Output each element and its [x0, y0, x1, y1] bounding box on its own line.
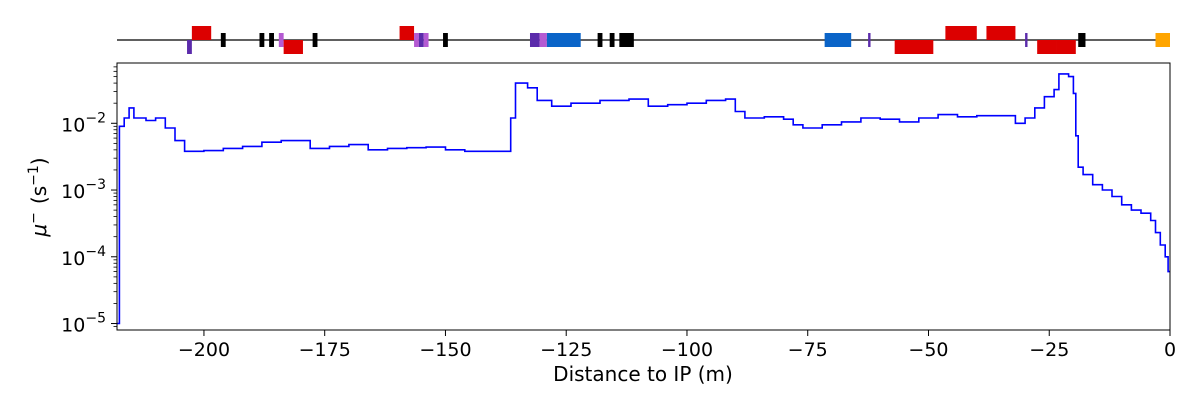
- x-tick-label: −175: [299, 339, 351, 361]
- x-tick-label: −50: [908, 339, 948, 361]
- beamline-element: [418, 33, 424, 47]
- beamline-layout: [117, 26, 1170, 54]
- beamline-element: [278, 33, 284, 47]
- beamline-element: [259, 33, 265, 47]
- y-tick-label: 10−2: [61, 110, 106, 136]
- plot-area: −200 −175 −150 −125 −100 −75 −50 −25 0 10−510−41…: [61, 62, 1176, 361]
- y-axis-ticks: 10−5 10−4 10−3 10−2: [61, 110, 117, 337]
- y-axis-label-unit-exp: −1: [26, 165, 42, 186]
- axes-frame: [116, 62, 1171, 331]
- beamline-element: [1078, 33, 1086, 47]
- beamline-element: [986, 26, 1016, 40]
- beamline-element: [539, 33, 547, 47]
- beamline-element: [283, 40, 303, 54]
- y-tick-label: 10−3: [61, 177, 106, 203]
- y-axis-label-unit: (s: [27, 186, 51, 204]
- y-axis-label: μ− (s−1): [26, 157, 51, 237]
- beamline-element: [1056, 40, 1076, 54]
- beamline-element: [269, 33, 274, 47]
- beamline-element: [414, 33, 419, 47]
- x-axis-ticks: −200 −175 −150 −125 −100 −75 −50 −25 0: [178, 330, 1176, 361]
- beamline-element: [945, 26, 977, 40]
- y-axis-label-symbol: μ: [27, 224, 51, 238]
- beamline-element: [1025, 33, 1028, 47]
- beamline-element: [423, 33, 429, 47]
- beamline-element: [894, 40, 914, 54]
- y-axis-label-unit-close: ): [27, 157, 51, 165]
- x-tick-label: −150: [419, 339, 471, 361]
- beamline-elements: [187, 26, 1170, 54]
- beamline-element: [913, 40, 934, 54]
- beamline-element: [609, 33, 615, 47]
- beamline-element: [868, 33, 871, 47]
- beamline-element: [597, 33, 603, 47]
- x-tick-label: −25: [1029, 339, 1069, 361]
- x-tick-label: −75: [788, 339, 828, 361]
- y-tick-label: 10−5: [61, 311, 106, 337]
- beamline-element: [1037, 40, 1057, 54]
- beamline-element: [824, 33, 852, 47]
- x-tick-label: −200: [178, 339, 230, 361]
- beamline-element: [619, 33, 634, 47]
- muon-rate-series: [117, 73, 1170, 325]
- x-tick-label: −125: [540, 339, 592, 361]
- x-tick-label: −100: [661, 339, 713, 361]
- y-tick-label: 10−4: [61, 244, 106, 270]
- beamline-element: [187, 40, 192, 54]
- x-axis-label: Distance to IP (m): [553, 362, 733, 386]
- beamline-element: [529, 33, 540, 47]
- beamline-element: [312, 33, 318, 47]
- beamline-element: [220, 33, 226, 47]
- beamline-element: [191, 26, 212, 40]
- y-axis-label-charge: −: [26, 212, 42, 224]
- y-axis-minor-ticks: [113, 66, 117, 327]
- beamline-element: [1155, 33, 1170, 47]
- x-tick-label: 0: [1164, 339, 1176, 361]
- beamline-element: [443, 33, 448, 47]
- beamline-element: [546, 33, 581, 47]
- beamline-element: [399, 26, 415, 40]
